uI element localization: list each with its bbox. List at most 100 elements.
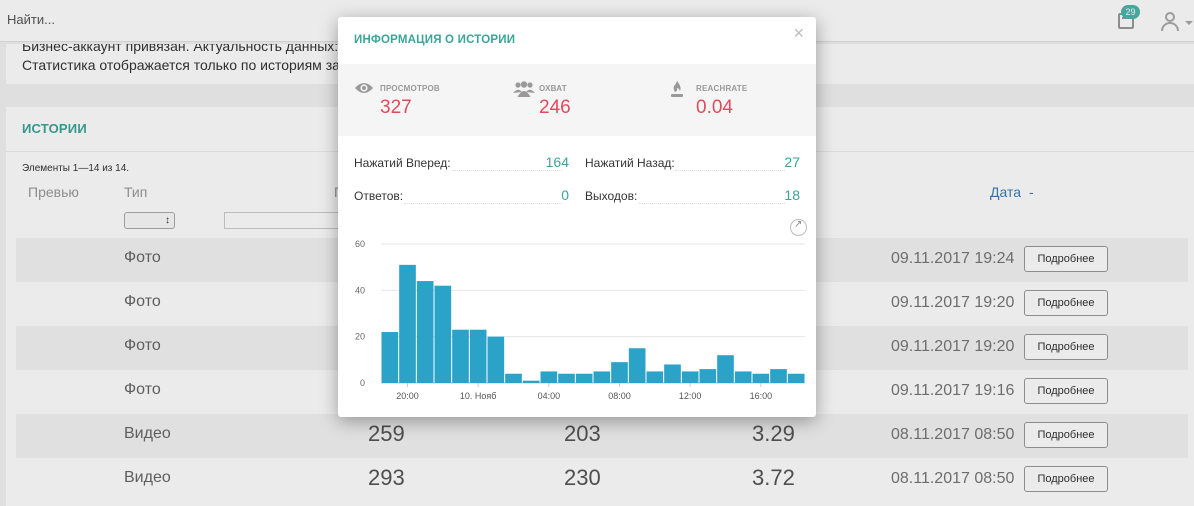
stats-panel: ПРОСМОТРОВ 327 ОХВАТ 246 REACHRATE 0.04 xyxy=(338,64,816,136)
histogram-bar xyxy=(558,373,575,383)
stat-reachrate-label: REACHRATE xyxy=(696,84,748,93)
histogram-bar xyxy=(487,336,505,383)
histogram-bar xyxy=(681,371,699,383)
histogram-bar xyxy=(717,355,734,383)
y-tick-label: 0 xyxy=(360,378,365,388)
views-cell: 259 xyxy=(368,421,405,446)
table-row: Видео 293 230 3.72 08.11.2017 08:50 Подробнее xyxy=(16,458,1188,502)
type-cell: Фото xyxy=(124,337,161,354)
search-link[interactable]: Найти... xyxy=(7,12,55,27)
date-cell: 09.11.2017 19:20 xyxy=(891,338,1015,355)
histogram-bar xyxy=(522,380,540,383)
details-button[interactable]: Подробнее xyxy=(1024,290,1108,316)
divider xyxy=(675,170,785,171)
histogram-bar xyxy=(787,373,805,383)
date-cell: 09.11.2017 19:16 xyxy=(891,382,1015,399)
stories-title: ИСТОРИИ xyxy=(22,121,87,136)
replies-label: Ответов: xyxy=(354,189,404,203)
x-tick-label: 08:00 xyxy=(608,391,631,401)
histogram-bar xyxy=(540,371,558,383)
histogram-bar xyxy=(593,371,611,383)
stat-views-value: 327 xyxy=(380,97,412,118)
histogram-bar xyxy=(381,332,399,383)
back-taps-label: Нажатий Назад: xyxy=(585,156,675,170)
close-icon[interactable]: × xyxy=(793,23,804,43)
details-button[interactable]: Подробнее xyxy=(1024,378,1108,404)
histogram-bar xyxy=(611,362,628,383)
table-row: Видео 259 203 3.29 08.11.2017 08:50 Подробнее xyxy=(16,414,1188,458)
x-tick-label: 10. Нояб xyxy=(460,391,497,401)
divider xyxy=(404,203,562,204)
x-tick-label: 20:00 xyxy=(396,391,419,401)
rate-cell: 3.29 xyxy=(752,421,795,446)
column-header-date[interactable]: Дата xyxy=(990,184,1022,200)
user-icon[interactable] xyxy=(1160,12,1180,32)
back-taps-value: 27 xyxy=(784,154,800,170)
views-histogram: 0 20 40 60 20:00 10. Нояб 04:00 08:00 12:00 16:00 xyxy=(355,239,805,401)
x-tick-label: 16:00 xyxy=(750,391,773,401)
histogram-bar xyxy=(575,373,593,383)
column-header-preview: Превью xyxy=(28,184,79,200)
forward-taps-value: 164 xyxy=(545,154,569,170)
views-cell: 293 xyxy=(368,465,405,490)
notice-line-2: Статистика отображается только по истори… xyxy=(22,57,352,73)
histogram-bar xyxy=(416,281,434,383)
date-cell: 08.11.2017 08:50 xyxy=(891,470,1015,487)
items-counter: Элементы 1—14 из 14. xyxy=(22,163,130,174)
stat-reach-value: 246 xyxy=(539,97,571,118)
type-cell: Фото xyxy=(124,293,161,310)
date-cell: 08.11.2017 08:50 xyxy=(891,426,1015,443)
histogram-bar xyxy=(628,348,646,383)
reach-cell: 203 xyxy=(564,421,601,446)
histogram-bar xyxy=(734,371,752,383)
y-tick-label: 60 xyxy=(355,239,365,249)
column-header-type[interactable]: Тип xyxy=(124,184,148,200)
type-filter-select[interactable] xyxy=(124,212,175,229)
details-button[interactable]: Подробнее xyxy=(1024,422,1108,448)
histogram-bar xyxy=(664,364,681,383)
histogram-bar xyxy=(752,373,770,383)
fire-icon xyxy=(671,81,683,97)
histogram-bar xyxy=(452,329,469,383)
type-cell: Фото xyxy=(124,381,161,398)
stat-reach-label: ОХВАТ xyxy=(539,84,567,93)
histogram-bar xyxy=(469,329,487,383)
notice-line-1: Бизнес-аккаунт привязан. Актуальность да… xyxy=(22,44,354,54)
histogram-bar xyxy=(646,371,664,383)
stat-reachrate-value: 0.04 xyxy=(696,97,733,118)
modal-title: ИНФОРМАЦИЯ О ИСТОРИИ xyxy=(354,34,516,46)
type-cell: Видео xyxy=(124,469,171,486)
exits-label: Выходов: xyxy=(585,189,638,203)
date-cell: 09.11.2017 19:20 xyxy=(891,294,1015,311)
table-row: Фото 09.11.2017 19:20 Подробнее xyxy=(16,282,1188,326)
histogram-bar xyxy=(434,285,452,383)
stat-views-label: ПРОСМОТРОВ xyxy=(380,84,440,93)
expand-chart-icon[interactable] xyxy=(790,219,807,236)
replies-value: 0 xyxy=(561,187,569,203)
notification-badge[interactable]: 29 xyxy=(1121,5,1140,19)
table-row: Фото 09.11.2017 19:16 Подробнее xyxy=(16,370,1188,414)
histogram-bar xyxy=(505,373,522,383)
details-button[interactable]: Подробнее xyxy=(1024,246,1108,272)
exits-value: 18 xyxy=(784,187,800,203)
details-button[interactable]: Подробнее xyxy=(1024,334,1108,360)
story-info-modal: ИНФОРМАЦИЯ О ИСТОРИИ × ПРОСМОТРОВ 327 ОХ… xyxy=(338,17,816,417)
histogram-bar xyxy=(699,369,717,383)
x-tick-label: 04:00 xyxy=(538,391,561,401)
forward-taps-label: Нажатий Вперед: xyxy=(354,156,451,170)
histogram-bar xyxy=(399,264,416,383)
users-icon xyxy=(513,81,535,97)
y-tick-label: 40 xyxy=(355,285,365,295)
eye-icon xyxy=(355,83,373,93)
reach-cell: 230 xyxy=(564,465,601,490)
details-button[interactable]: Подробнее xyxy=(1024,466,1108,492)
chevron-down-icon[interactable] xyxy=(1185,21,1193,25)
divider xyxy=(639,203,785,204)
x-tick-label: 12:00 xyxy=(679,391,702,401)
y-tick-label: 20 xyxy=(355,332,365,342)
sort-indicator[interactable]: - xyxy=(1029,184,1034,200)
divider xyxy=(452,170,562,171)
type-cell: Видео xyxy=(124,425,171,442)
rate-cell: 3.72 xyxy=(752,465,795,490)
date-cell: 09.11.2017 19:24 xyxy=(891,250,1015,267)
